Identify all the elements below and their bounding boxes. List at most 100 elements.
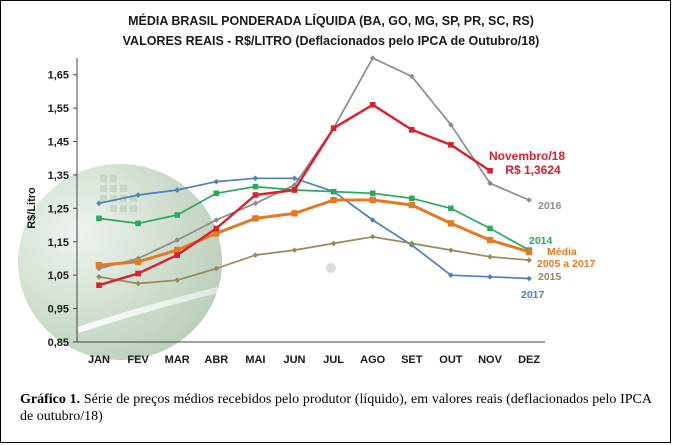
y-tick-label: 1,35 xyxy=(48,170,69,182)
data-point xyxy=(369,196,376,204)
x-tick-label: ABR xyxy=(204,354,228,366)
decor-square xyxy=(120,205,127,212)
data-point xyxy=(252,215,259,222)
decor-square xyxy=(110,205,117,212)
line-chart: MÉDIA BRASIL PONDERADA LÍQUIDA (BA, GO, … xyxy=(18,13,596,366)
data-point xyxy=(252,183,259,190)
annotation-line2: R$ 1,3624 xyxy=(505,163,561,177)
data-point xyxy=(448,122,454,128)
data-point xyxy=(487,225,493,232)
series-label-2015: 2015 xyxy=(538,271,562,283)
y-tick-label: 0,85 xyxy=(48,337,69,349)
decor-square xyxy=(110,175,117,182)
caption-label: Gráfico 1. xyxy=(20,392,81,407)
data-point xyxy=(174,187,180,193)
data-point xyxy=(96,274,102,280)
data-point xyxy=(96,282,102,288)
x-tick-label: NOV xyxy=(478,354,503,366)
data-point xyxy=(486,236,494,244)
data-point xyxy=(135,220,141,227)
data-point xyxy=(291,247,298,253)
series-line-2017 xyxy=(98,177,530,280)
series-2016 xyxy=(96,55,532,272)
data-point xyxy=(135,270,141,277)
data-point xyxy=(330,188,337,195)
decor-square xyxy=(120,185,127,192)
data-point xyxy=(174,246,181,254)
data-point xyxy=(135,255,141,262)
series-layer xyxy=(95,55,533,288)
data-point xyxy=(213,225,220,232)
data-point xyxy=(330,196,337,204)
annotation-november-18: Novembro/18 R$ 1,3624 xyxy=(489,149,565,177)
y-axis-label: R$/Litro xyxy=(26,187,38,229)
x-tick-label: DEZ xyxy=(518,354,540,366)
data-point xyxy=(369,217,376,223)
data-point xyxy=(330,125,337,131)
x-tick-label: JAN xyxy=(88,354,110,366)
x-tick-label: JUN xyxy=(283,354,305,366)
x-tick-label: MAI xyxy=(245,354,265,366)
series-media-2005-a-2017 xyxy=(95,196,533,269)
data-point xyxy=(174,237,180,243)
data-point xyxy=(487,167,493,174)
x-tick-label: SET xyxy=(401,354,423,366)
data-point xyxy=(487,254,493,260)
data-point xyxy=(96,215,102,222)
data-point xyxy=(252,192,259,198)
y-axis: 0,85 0,95 1,05 1,15 1,25 1,35 1,45 1,55 1,65 xyxy=(48,58,78,349)
data-point xyxy=(213,230,220,237)
x-tick-label: MAR xyxy=(165,354,190,366)
chart-title-line2: VALORES REAIS - R$/LITRO (Deflacionados … xyxy=(123,34,540,48)
y-tick-label: 1,45 xyxy=(48,137,69,149)
decor-square xyxy=(130,195,137,202)
data-point xyxy=(213,190,220,197)
data-point xyxy=(526,275,532,282)
data-point xyxy=(291,175,298,182)
data-point xyxy=(291,210,298,217)
data-point xyxy=(252,252,259,258)
decor-square xyxy=(110,195,117,202)
data-point xyxy=(409,240,415,247)
series-label-2016: 2016 xyxy=(538,200,562,212)
data-point xyxy=(448,205,454,212)
data-point xyxy=(369,101,376,108)
y-tick-label: 1,55 xyxy=(48,103,69,115)
data-point xyxy=(409,127,415,133)
chart-title: MÉDIA BRASIL PONDERADA LÍQUIDA (BA, GO, … xyxy=(123,13,540,48)
data-point xyxy=(213,265,220,272)
data-point xyxy=(369,233,376,240)
decor-square xyxy=(100,185,107,192)
chart-title-line1: MÉDIA BRASIL PONDERADA LÍQUIDA (BA, GO, … xyxy=(128,13,534,28)
data-point xyxy=(408,201,415,209)
background-globe-decoration xyxy=(18,164,336,360)
decor-square xyxy=(110,185,117,192)
x-tick-label: JUL xyxy=(323,354,344,366)
y-tick-label: 1,65 xyxy=(48,70,69,82)
caption-text: Série de preços médios recebidos pelo pr… xyxy=(20,392,652,424)
data-point xyxy=(447,220,455,227)
series-line-2016 xyxy=(98,57,530,270)
data-point xyxy=(174,212,180,218)
series-2015 xyxy=(96,233,532,287)
data-point xyxy=(252,175,259,182)
series-label-2005-a-2017: 2005 a 2017 xyxy=(537,258,596,270)
data-point xyxy=(448,247,454,253)
data-point xyxy=(409,195,415,202)
data-point xyxy=(369,190,376,197)
data-point xyxy=(252,200,259,207)
x-tick-label: AGO xyxy=(360,354,386,366)
data-point xyxy=(95,261,103,269)
data-point xyxy=(174,277,180,283)
y-tick-label: 1,15 xyxy=(48,237,69,249)
data-point xyxy=(213,178,220,185)
data-point xyxy=(135,192,141,198)
data-point xyxy=(174,252,180,258)
y-tick-label: 1,05 xyxy=(48,270,69,282)
series-line-2014 xyxy=(98,185,530,251)
data-point xyxy=(526,197,532,203)
data-point xyxy=(134,258,142,266)
data-point xyxy=(330,240,337,247)
